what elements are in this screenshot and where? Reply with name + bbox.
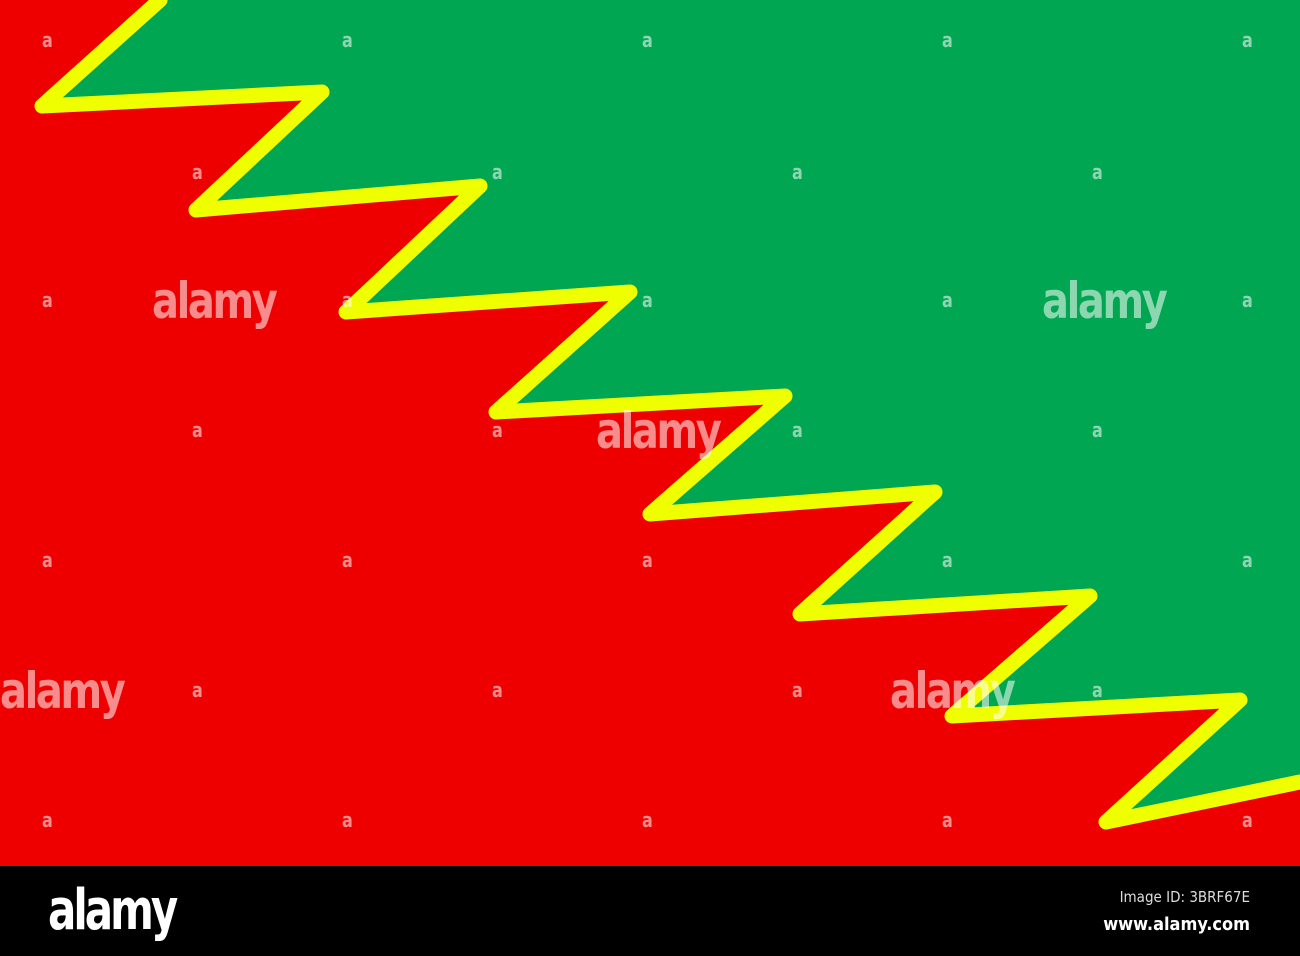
watermark-mark: a [42,808,53,832]
watermark-mark: a [642,28,653,52]
watermark-mark: a [42,288,53,312]
watermark-mark: a [1242,28,1253,52]
watermark-mark: a [1092,160,1103,184]
watermark-mark: a [792,678,803,702]
watermark-mark: a [942,808,953,832]
flag-yellow-zigzag [34,0,1300,830]
footer-bar: alamy Image ID: 3BRF67E www.alamy.com [0,866,1300,956]
watermark-mark: a [342,28,353,52]
footer-logo: alamy [48,878,178,943]
watermark-mark: a [642,288,653,312]
footer-url[interactable]: www.alamy.com [1103,914,1250,935]
watermark-mark: a [792,418,803,442]
watermark-text: alamy [890,662,1016,720]
watermark-mark: a [1242,288,1253,312]
watermark-mark: a [492,678,503,702]
watermark-mark: a [1242,548,1253,572]
watermark-mark: a [492,418,503,442]
watermark-mark: a [942,548,953,572]
watermark-text: alamy [1042,272,1168,330]
watermark-text: alamy [152,272,278,330]
watermark-mark: a [342,808,353,832]
watermark-mark: a [942,288,953,312]
image-id: Image ID: 3BRF67E [1119,888,1250,906]
watermark-mark: a [492,160,503,184]
watermark-mark: a [642,808,653,832]
watermark-mark: a [1092,678,1103,702]
flag [0,0,1300,866]
watermark-mark: a [42,548,53,572]
watermark-mark: a [642,548,653,572]
watermark-text: alamy [596,402,722,460]
watermark-mark: a [1242,808,1253,832]
watermark-mark: a [192,418,203,442]
watermark-mark: a [192,678,203,702]
watermark-mark: a [342,548,353,572]
watermark-mark: a [342,288,353,312]
watermark-mark: a [192,160,203,184]
watermark-mark: a [942,28,953,52]
watermark-mark: a [792,160,803,184]
watermark-text: alamy [0,662,126,720]
watermark-mark: a [1092,418,1103,442]
flag-red-field [0,0,1300,866]
watermark-mark: a [42,28,53,52]
